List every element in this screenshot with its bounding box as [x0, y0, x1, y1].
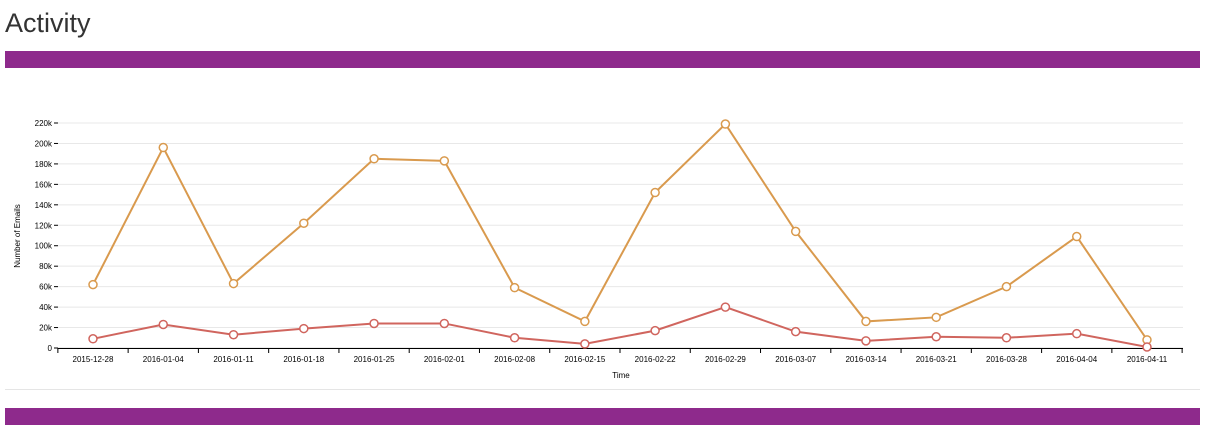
x-axis-label: Time	[612, 371, 630, 380]
data-point[interactable]	[1001, 281, 1012, 292]
x-tick-label: 2016-04-04	[1056, 355, 1097, 364]
data-point[interactable]	[509, 333, 520, 343]
data-point[interactable]	[790, 326, 801, 337]
x-tick-label: 2016-02-15	[564, 355, 605, 364]
data-point[interactable]	[369, 154, 379, 164]
y-tick-label: 0	[48, 344, 53, 353]
x-tick-label: 2016-03-14	[845, 355, 886, 364]
y-tick-label: 60k	[39, 283, 53, 292]
data-point[interactable]	[720, 302, 731, 312]
data-point[interactable]	[931, 312, 941, 323]
data-point[interactable]	[861, 316, 871, 327]
header-accent-bar	[5, 51, 1200, 68]
data-point[interactable]	[88, 279, 98, 290]
series-line-2	[92, 306, 1148, 348]
data-point[interactable]	[650, 187, 660, 198]
x-tick-label: 2016-02-29	[705, 355, 746, 364]
data-point[interactable]	[1142, 342, 1152, 352]
grid-lines	[58, 122, 1183, 349]
data-point[interactable]	[650, 325, 660, 336]
x-tick-label: 2016-01-11	[213, 355, 254, 364]
data-point[interactable]	[790, 226, 801, 237]
y-tick-label: 140k	[35, 201, 53, 210]
y-tick-label: 120k	[35, 221, 53, 230]
y-tick-label: 180k	[35, 160, 53, 169]
y-tick-label: 40k	[39, 303, 53, 312]
y-axis: 0 20k 40k 60k 80k 100k 120k 140k 160k 180k 200k 220…	[35, 119, 58, 353]
data-point[interactable]	[720, 119, 731, 129]
data-point[interactable]	[158, 142, 169, 153]
y-tick-label: 80k	[39, 262, 53, 271]
series-lines	[88, 119, 1152, 352]
x-axis: 2015-12-28 2016-01-04 2016-01-11 2016-01-18…	[57, 348, 1183, 364]
x-tick-label: 2016-02-01	[424, 355, 465, 364]
data-point[interactable]	[580, 339, 590, 349]
y-tick-label: 200k	[35, 139, 53, 148]
data-point[interactable]	[931, 332, 941, 342]
y-tick-label: 20k	[39, 324, 53, 333]
data-point[interactable]	[158, 319, 169, 330]
data-point[interactable]	[439, 156, 450, 166]
x-tick-label: 2015-12-28	[73, 355, 114, 364]
data-point[interactable]	[228, 278, 239, 289]
page-title: Activity	[5, 8, 91, 38]
y-tick-label: 220k	[35, 119, 53, 128]
data-point[interactable]	[1071, 328, 1082, 339]
data-point[interactable]	[369, 318, 379, 329]
y-tick-label: 160k	[35, 180, 53, 189]
y-axis-label: Number of Emails	[13, 204, 22, 268]
data-point[interactable]	[88, 334, 98, 344]
x-tick-label: 2016-02-22	[635, 355, 676, 364]
section-divider	[5, 389, 1200, 390]
data-point[interactable]	[509, 282, 520, 293]
x-tick-label: 2016-01-04	[143, 355, 184, 364]
x-tick-label: 2016-04-11	[1127, 355, 1168, 364]
data-point[interactable]	[1071, 231, 1082, 242]
x-tick-label: 2016-02-08	[494, 355, 535, 364]
data-point[interactable]	[1001, 333, 1012, 343]
x-tick-label: 2016-03-21	[916, 355, 957, 364]
data-point[interactable]	[299, 218, 309, 228]
data-point[interactable]	[228, 329, 239, 340]
x-tick-label: 2016-03-07	[775, 355, 816, 364]
data-point[interactable]	[299, 323, 309, 334]
series-line-1	[92, 122, 1148, 341]
x-tick-label: 2016-03-28	[986, 355, 1027, 364]
y-tick-label: 100k	[35, 242, 53, 251]
data-point[interactable]	[861, 336, 871, 346]
data-point[interactable]	[580, 316, 590, 327]
x-tick-label: 2016-01-18	[283, 355, 324, 364]
footer-accent-bar	[5, 408, 1200, 425]
data-point[interactable]	[439, 318, 450, 329]
x-tick-label: 2016-01-25	[354, 355, 395, 364]
